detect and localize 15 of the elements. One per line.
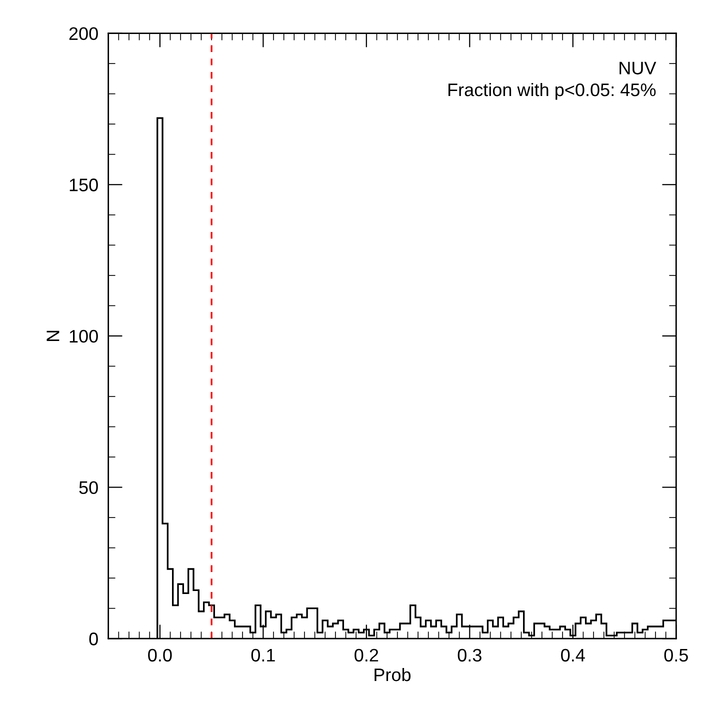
x-tick-label: 0.1: [251, 648, 275, 662]
x-tick-label: 0.3: [458, 648, 482, 662]
y-tick-label: 200: [69, 27, 98, 40]
y-tick-label: 150: [70, 178, 98, 192]
y-axis-title: N: [46, 330, 60, 341]
annotation: NUV: [620, 62, 656, 74]
y-tick-label: 0: [89, 632, 98, 646]
x-axis-title: Prob: [374, 668, 411, 682]
x-tick-label: 0.2: [354, 648, 378, 662]
x-tick-label: 0.4: [561, 648, 585, 662]
y-tick-label: 50: [79, 481, 98, 494]
x-tick-label: 0.5: [664, 648, 688, 662]
y-tick-label: 100: [70, 330, 98, 343]
annotation: Fraction with p<0.05: 45%: [448, 82, 656, 100]
x-tick-label: 0.0: [148, 648, 172, 662]
